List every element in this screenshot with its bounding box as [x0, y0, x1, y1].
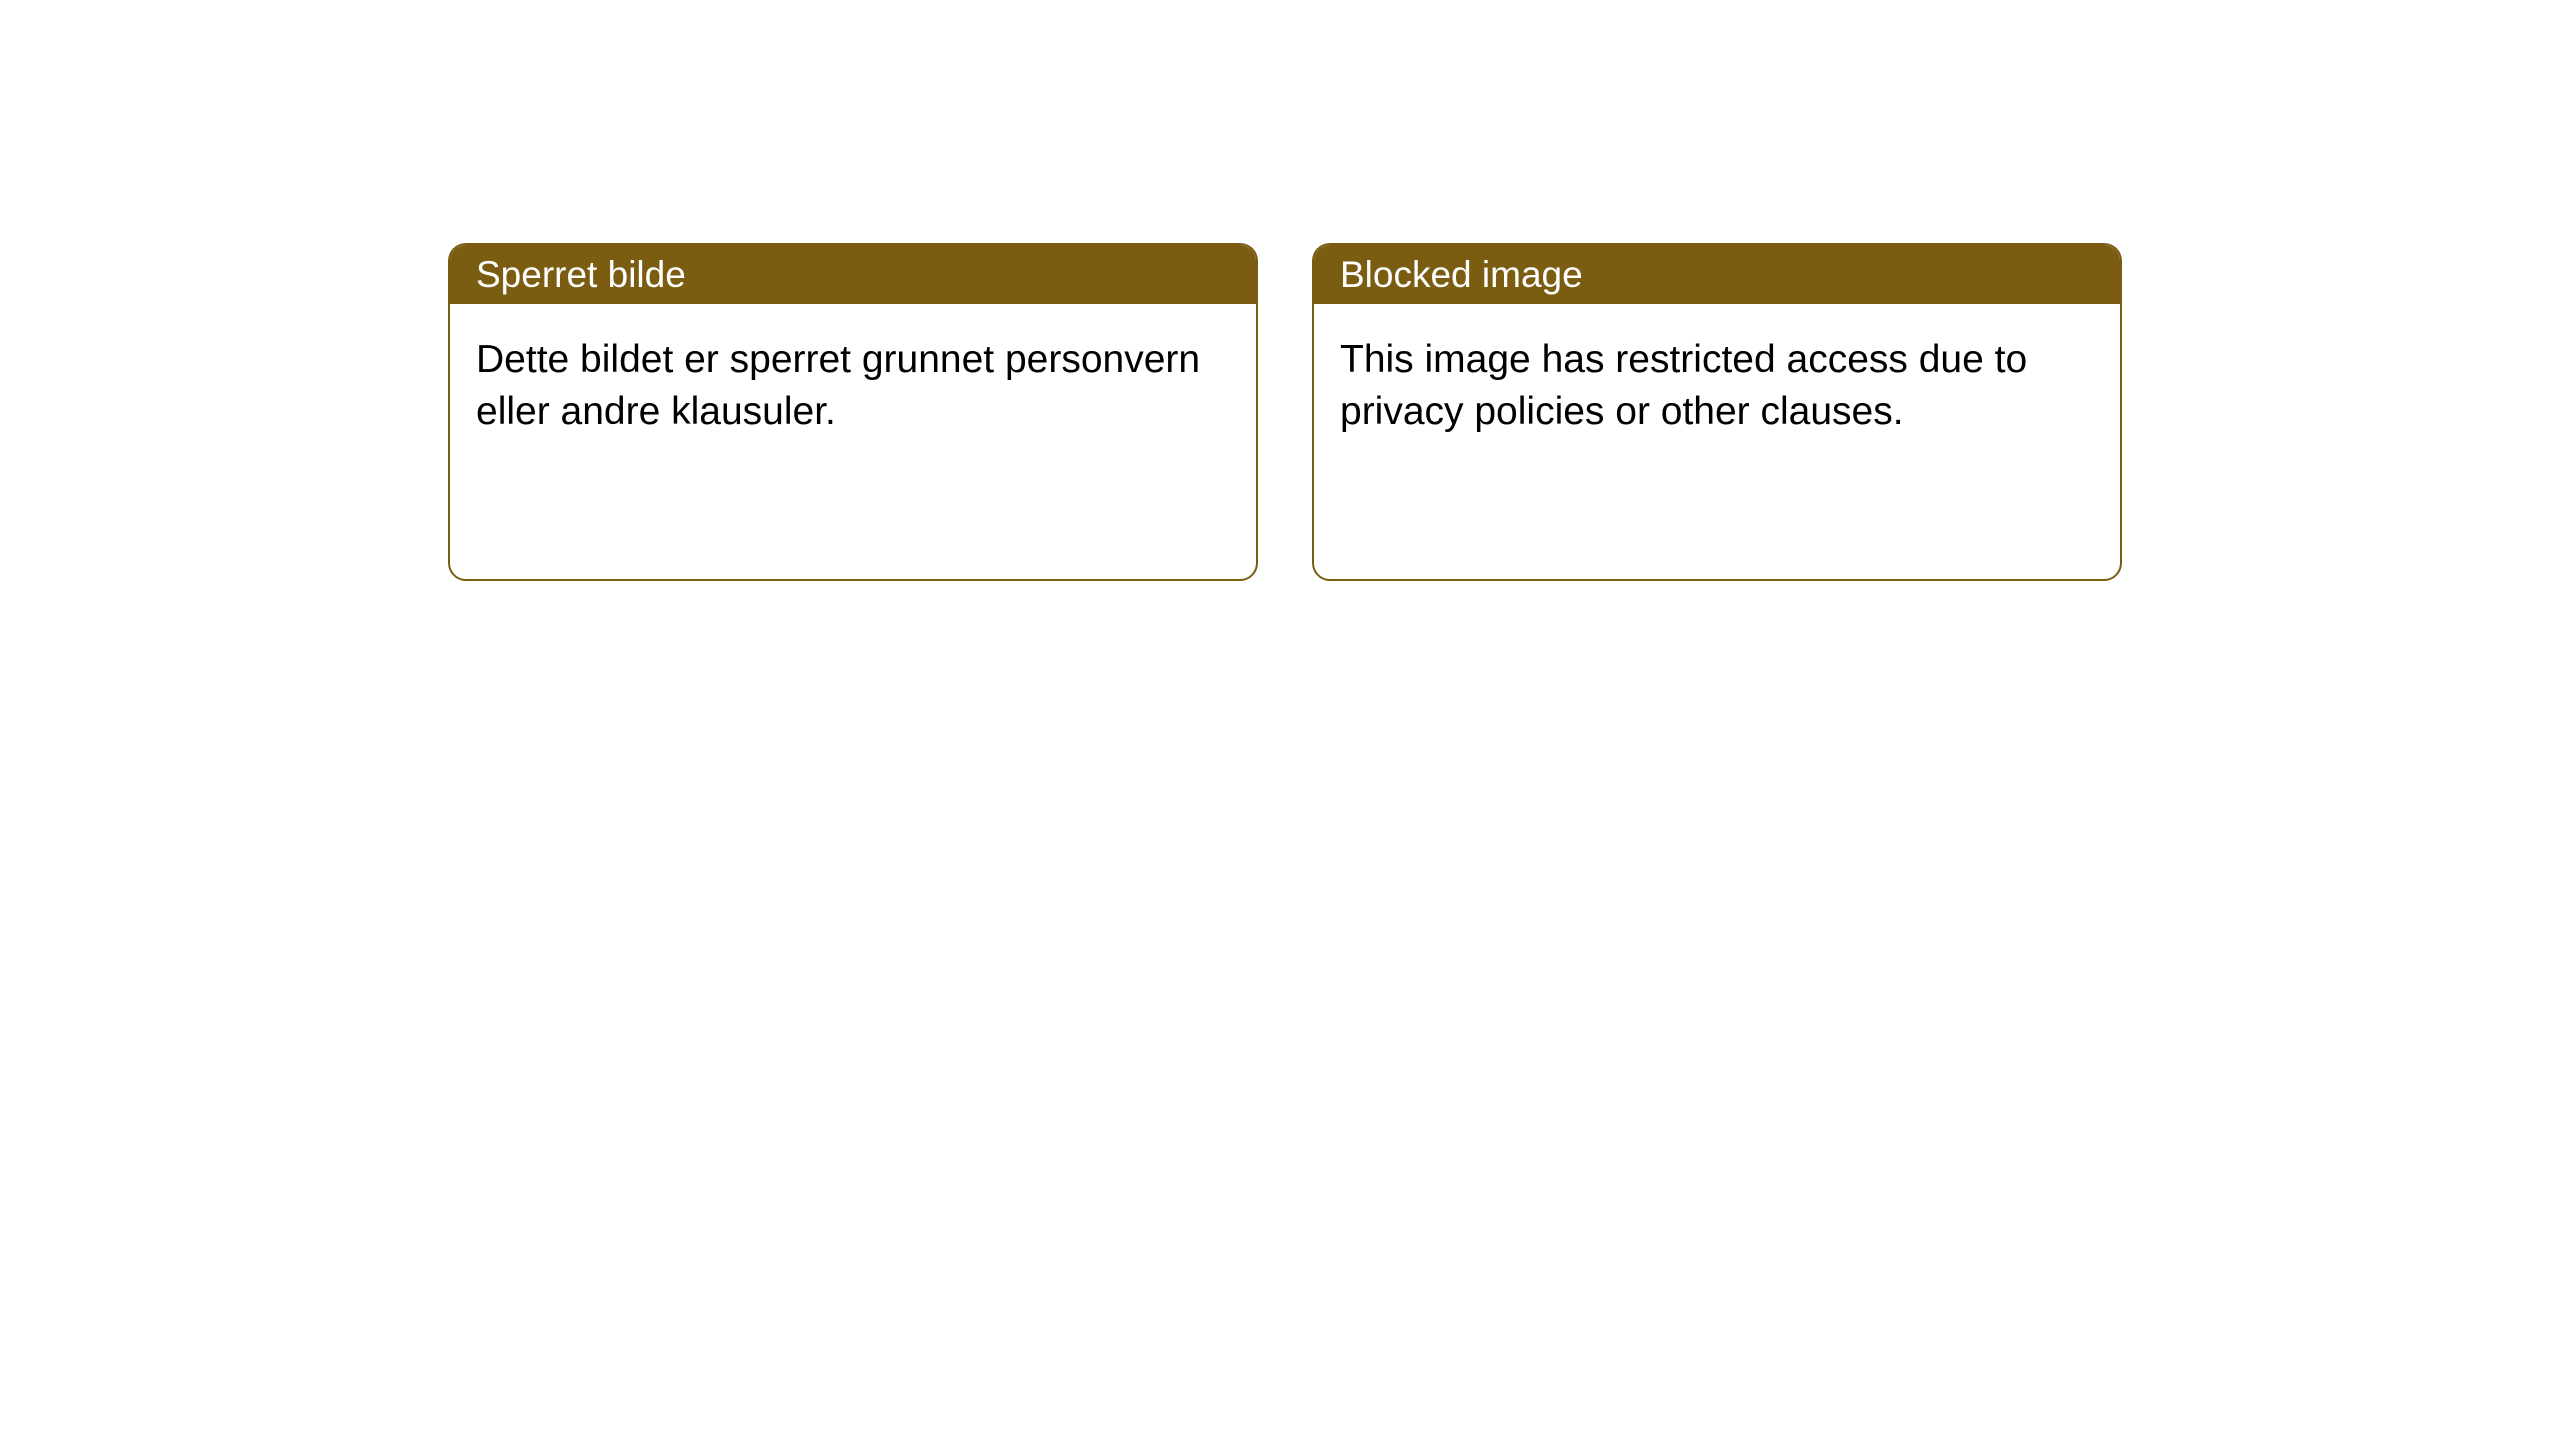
card-body: This image has restricted access due to …	[1314, 304, 2120, 468]
blocked-image-card-no: Sperret bilde Dette bildet er sperret gr…	[448, 243, 1258, 581]
blocked-image-cards: Sperret bilde Dette bildet er sperret gr…	[448, 243, 2122, 581]
card-body: Dette bildet er sperret grunnet personve…	[450, 304, 1256, 468]
blocked-image-card-en: Blocked image This image has restricted …	[1312, 243, 2122, 581]
card-title: Blocked image	[1314, 245, 2120, 304]
card-title: Sperret bilde	[450, 245, 1256, 304]
